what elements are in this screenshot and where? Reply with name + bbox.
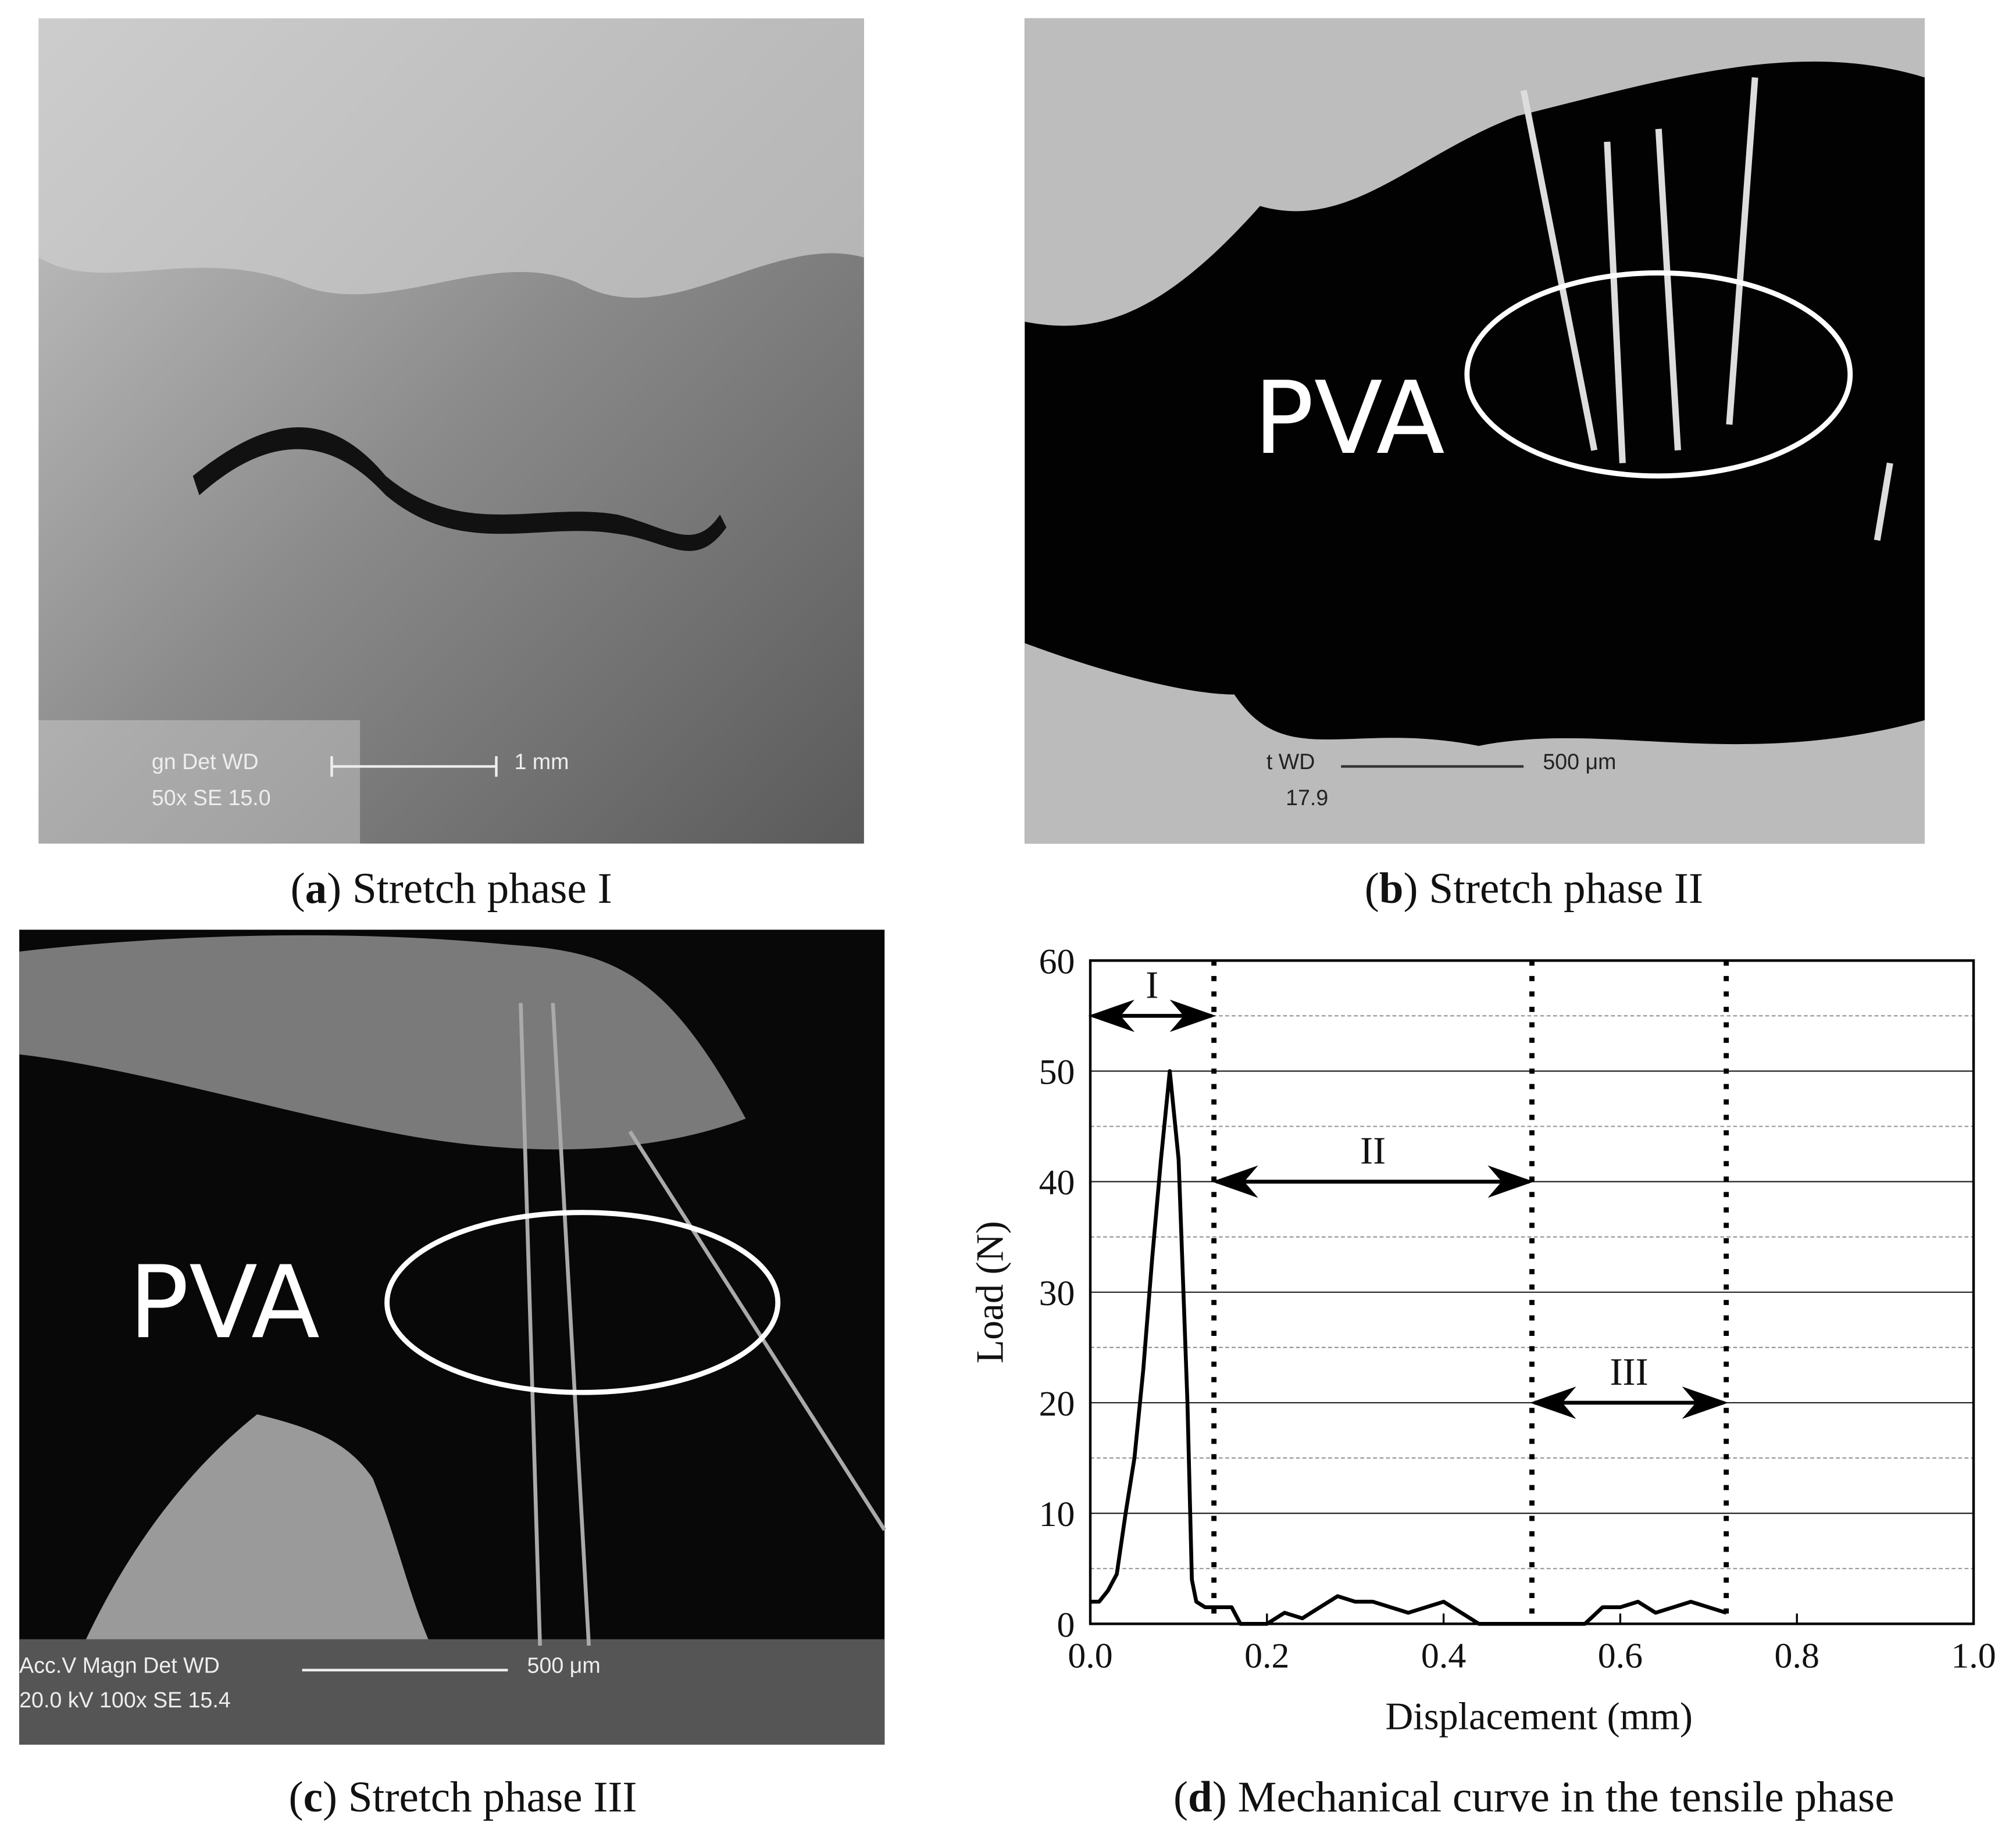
sem-label: t WD: [1266, 749, 1315, 774]
y-tick-label: 50: [1039, 1053, 1075, 1092]
scale-label: 500 μm: [1543, 749, 1616, 774]
y-tick-label: 10: [1039, 1495, 1075, 1534]
pva-label: PVA: [1254, 360, 1445, 477]
caption-part: (: [291, 864, 305, 913]
y-tick-label: 0: [1057, 1605, 1075, 1645]
load-curve: [1090, 1069, 1727, 1626]
caption: (a) Stretch phase I: [291, 864, 612, 913]
caption: (c) Stretch phase III: [289, 1773, 637, 1821]
caption-label: d: [1188, 1773, 1212, 1821]
x-tick-label: 0.0: [1068, 1636, 1112, 1675]
caption-part: ) Stretch phase I: [327, 864, 612, 913]
caption-part: (: [289, 1773, 304, 1821]
y-tick-label: 60: [1039, 942, 1075, 981]
pva-label: PVA: [129, 1244, 320, 1361]
sem-label: 17.9: [1286, 785, 1328, 810]
caption-label: b: [1379, 864, 1404, 913]
sem-label: 50x SE 15.0: [152, 785, 271, 810]
sem-image-a: gn Det WD 1 mm 50x SE 15.0: [38, 18, 864, 844]
scale-label: 500 μm: [527, 1653, 601, 1677]
y-axis-label: Load (N): [969, 1221, 1012, 1363]
sem-label: Acc.V Magn Det WD: [19, 1653, 220, 1677]
x-tick-label: 0.2: [1244, 1636, 1289, 1675]
caption: (d) Mechanical curve in the tensile phas…: [1173, 1773, 1894, 1821]
caption-part: (: [1365, 864, 1379, 913]
caption: (b) Stretch phase II: [1365, 864, 1703, 913]
caption-part: (: [1173, 1773, 1188, 1821]
sem-image-c: PVA Acc.V Magn Det WD 500 μm 20.0 kV 100…: [19, 930, 887, 1745]
x-axis-label: Displacement (mm): [1385, 1696, 1693, 1738]
sem-label: gn Det WD: [152, 749, 259, 774]
caption-label: c: [304, 1773, 323, 1821]
caption-part: ) Mechanical curve in the tensile phase: [1212, 1773, 1894, 1821]
y-tick-label: 20: [1039, 1384, 1075, 1424]
phase-label: II: [1360, 1130, 1386, 1173]
caption-part: ) Stretch phase II: [1404, 864, 1703, 913]
sem-label: 20.0 kV 100x SE 15.4: [19, 1688, 231, 1712]
phase-label: I: [1146, 964, 1158, 1006]
scale-label: 1 mm: [514, 749, 569, 774]
x-tick-label: 1.0: [1951, 1636, 1996, 1675]
caption-label: a: [305, 864, 327, 913]
sem-image-b: PVA t WD 500 μm 17.9: [1025, 18, 1925, 844]
x-tick-label: 0.6: [1598, 1636, 1643, 1675]
x-tick-label: 0.8: [1775, 1636, 1819, 1675]
x-tick-label: 0.4: [1421, 1636, 1466, 1675]
y-tick-label: 40: [1039, 1163, 1075, 1203]
y-tick-label: 30: [1039, 1274, 1075, 1313]
phase-label: III: [1610, 1351, 1648, 1393]
caption-part: ) Stretch phase III: [323, 1773, 637, 1821]
